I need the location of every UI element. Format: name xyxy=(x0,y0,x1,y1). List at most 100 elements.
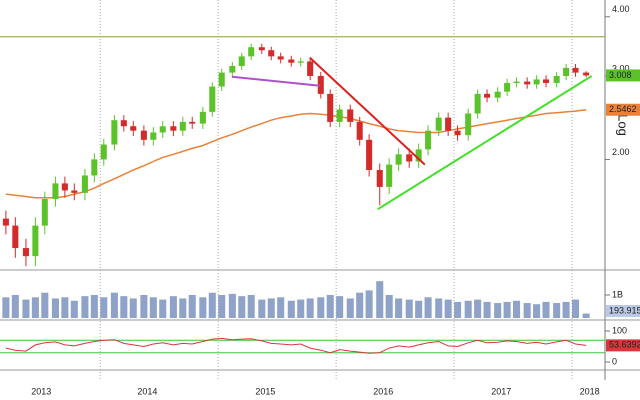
y-tick-label: 1B xyxy=(612,289,623,299)
y-tick-label: 4.00 xyxy=(612,4,630,14)
volume-bar xyxy=(454,301,462,318)
volume-bar xyxy=(90,295,98,318)
volume-bar xyxy=(238,296,246,318)
candle-body xyxy=(494,91,501,98)
candle-body xyxy=(209,86,216,112)
candle-body xyxy=(474,93,481,114)
candle-body xyxy=(406,154,413,162)
last-value-box xyxy=(606,69,640,82)
volume-bar xyxy=(533,304,541,318)
volume-bar xyxy=(258,299,266,318)
candle-body xyxy=(140,130,147,140)
rsi-line xyxy=(5,337,587,354)
candle-body xyxy=(41,199,48,226)
candle-body xyxy=(347,109,354,122)
volume-bar xyxy=(41,292,49,318)
candle-body xyxy=(415,149,422,162)
candle-body xyxy=(583,72,590,76)
last-value-label: 3.008 xyxy=(609,70,632,80)
volume-bar xyxy=(513,300,521,318)
candle-body xyxy=(248,47,255,57)
volume-bar xyxy=(424,297,432,318)
volume-bar xyxy=(81,296,89,318)
trend-line xyxy=(377,75,593,211)
candle-body xyxy=(111,120,118,145)
volume-bar xyxy=(51,298,59,318)
candle-body xyxy=(71,190,78,193)
volume-bar xyxy=(228,293,236,318)
candle-body xyxy=(170,126,177,131)
candle-body xyxy=(297,61,304,63)
volume-bar xyxy=(346,298,354,318)
candle-body xyxy=(32,225,39,257)
x-tick-label: 2016 xyxy=(373,386,393,396)
candle-body xyxy=(120,120,127,127)
volume-bar xyxy=(31,297,39,318)
trend-line xyxy=(309,56,426,166)
candle-body xyxy=(81,175,88,193)
volume-bar xyxy=(22,299,30,318)
volume-bar xyxy=(483,301,491,318)
moving-average xyxy=(5,108,587,199)
candle-body xyxy=(100,144,107,160)
volume-bar xyxy=(11,295,19,318)
candle-body xyxy=(61,183,68,191)
volume-bar xyxy=(365,290,373,318)
candle-body xyxy=(572,67,579,73)
last-value-box xyxy=(606,305,640,317)
volume-bar xyxy=(247,295,255,318)
volume-bar xyxy=(218,295,226,318)
candle-body xyxy=(288,59,295,63)
last-value-label: 53.6392 xyxy=(609,340,640,350)
candle-body xyxy=(179,121,186,131)
scale-label: Log xyxy=(616,114,631,136)
y-tick-label: 0 xyxy=(612,356,617,366)
candle-body xyxy=(366,139,373,170)
candle-body xyxy=(563,67,570,76)
volume-bar xyxy=(444,299,452,318)
volume-bar xyxy=(70,300,78,318)
candle-body xyxy=(150,132,157,140)
volume-bar xyxy=(523,303,531,318)
candle-body xyxy=(435,117,442,131)
x-tick-label: 2015 xyxy=(255,386,275,396)
y-tick-label: 3.00 xyxy=(612,63,630,73)
candle-body xyxy=(317,75,324,94)
volume-bar xyxy=(542,301,550,318)
volume-bar xyxy=(110,292,118,318)
volume-bar xyxy=(179,298,187,318)
y-tick-label: 100 xyxy=(612,325,627,335)
candle-body xyxy=(465,113,472,136)
volume-bar xyxy=(582,313,590,318)
candle-body xyxy=(277,56,284,60)
candle-body xyxy=(356,121,363,140)
x-tick-label: 2017 xyxy=(491,386,511,396)
volume-bar xyxy=(435,298,443,318)
volume-bar xyxy=(415,300,423,318)
volume-bar xyxy=(306,298,314,318)
candle-body xyxy=(504,82,511,92)
candle-body xyxy=(2,218,9,226)
volume-bar xyxy=(188,295,196,318)
volume-bar xyxy=(385,295,393,318)
volume-bar xyxy=(326,295,334,318)
volume-bar xyxy=(159,299,167,318)
candle-body xyxy=(336,109,343,122)
volume-bar xyxy=(494,303,502,318)
volume-bar xyxy=(208,292,216,318)
candle-body xyxy=(513,81,520,83)
candle-body xyxy=(425,130,432,150)
volume-bar xyxy=(356,292,364,318)
candle-body xyxy=(268,50,275,57)
candle-body xyxy=(22,248,29,257)
volume-bar xyxy=(376,281,384,318)
x-tick-label: 2014 xyxy=(137,386,157,396)
volume-bar xyxy=(120,296,128,318)
volume-bar xyxy=(129,298,137,318)
last-value-box xyxy=(606,339,640,352)
volume-bar xyxy=(317,297,325,318)
volume-bar xyxy=(61,297,69,318)
volume-bar xyxy=(267,298,275,318)
candle-body xyxy=(218,72,225,87)
candle-body xyxy=(484,93,491,98)
